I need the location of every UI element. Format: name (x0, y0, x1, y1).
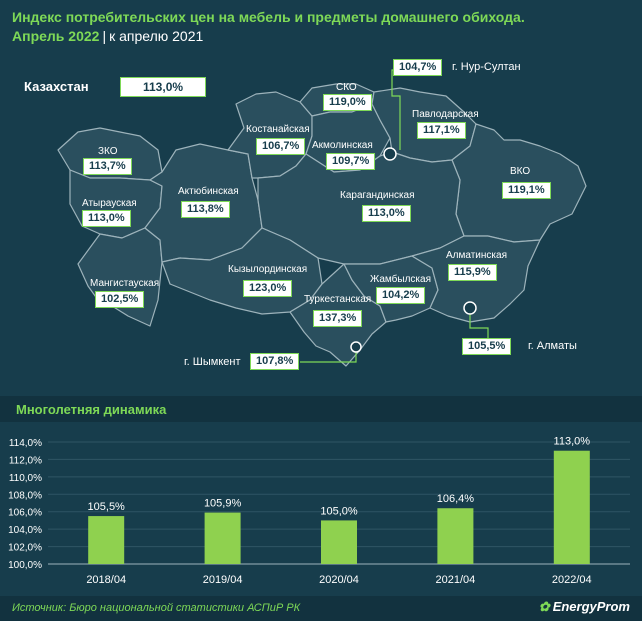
region-value-aktobe: 113,8% (181, 201, 230, 218)
region-label-mangistau: Мангистауская (90, 278, 160, 289)
region-value-vko: 119,1% (502, 182, 551, 199)
bar (437, 508, 474, 564)
source-note: Источник: Бюро национальной статистики А… (12, 602, 301, 614)
region-value-pavlodar: 117,1% (417, 122, 466, 139)
region-label-turkestan: Туркестанская (304, 294, 372, 305)
data-label: 106,4% (437, 493, 475, 505)
region-karaganda (257, 151, 465, 265)
x-tick-label: 2018/04 (86, 574, 126, 586)
bar (321, 520, 357, 564)
region-label-atyrau: Атырауская (82, 198, 137, 209)
page-header: Индекс потребительских цен на мебель и п… (12, 8, 525, 46)
page-title: Индекс потребительских цен на мебель и п… (12, 9, 525, 25)
energyprom-logo-icon: ✿ (538, 599, 550, 614)
region-value-zhambyl: 104,2% (376, 287, 426, 304)
region-label-karaganda: Карагандинская (340, 190, 415, 201)
region-label-aktobe: Актюбинская (178, 186, 239, 197)
period-label: Апрель 2022 (12, 28, 100, 44)
bar (88, 516, 125, 564)
footer-bar (0, 596, 642, 621)
y-tick-label: 106,0% (8, 508, 42, 519)
y-tick-label: 104,0% (8, 525, 42, 536)
city-value-astana: 104,7% (393, 59, 443, 76)
bar (553, 450, 590, 564)
section-title: Многолетняя динамика (16, 402, 167, 417)
separator: | (102, 28, 107, 44)
x-tick-label: 2021/04 (436, 574, 476, 586)
city-label-almaty: г. Алматы (528, 340, 577, 352)
country-label: Казахстан (24, 79, 89, 94)
region-label-pavlodar: Павлодарская (412, 109, 479, 120)
country-value: 113,0% (120, 77, 207, 97)
brand-logo: ✿ EnergyProm (539, 599, 630, 615)
region-value-sko: 119,0% (323, 94, 372, 111)
region-label-sko: СКО (336, 82, 357, 93)
data-label: 113,0% (554, 436, 591, 448)
chart-svg: 100,0% 102,0% 104,0% 106,0% 108,0% 110,0% 112,… (8, 436, 630, 586)
dynamics-chart: 100,0% 102,0% 104,0% 106,0% 108,0% 110,0% 112,… (0, 426, 642, 596)
y-tick-label: 114,0% (9, 438, 42, 449)
region-label-vko: ВКО (510, 166, 531, 177)
region-value-mangistau: 102,5% (95, 291, 145, 308)
region-label-almaty: Алматинская (446, 250, 507, 261)
data-label: 105,5% (88, 501, 126, 513)
y-tick-label: 102,0% (8, 543, 42, 554)
y-tick-label: 110,0% (9, 473, 42, 484)
x-tick-label: 2022/04 (552, 574, 592, 586)
city-label-shymkent: г. Шымкент (184, 356, 241, 368)
region-label-akmola: Акмолинская (312, 140, 373, 151)
bar (204, 512, 241, 564)
region-value-kyzylorda: 123,0% (243, 280, 293, 297)
region-value-karaganda: 113,0% (362, 205, 411, 222)
region-value-atyrau: 113,0% (82, 210, 131, 227)
city-marker-shymkent (350, 341, 362, 353)
page-subtitle: Апрель 2022 | к апрелю 2021 (12, 27, 525, 46)
y-tick-label: 112,0% (9, 455, 42, 466)
data-label: 105,0% (320, 505, 358, 517)
region-value-turkestan: 137,3% (313, 310, 363, 327)
leader-shymkent (300, 350, 357, 363)
city-label-astana: г. Нур-Султан (452, 61, 521, 73)
city-marker-astana (383, 147, 397, 161)
brand-name: EnergyProm (552, 599, 630, 614)
region-value-kostanay: 106,7% (256, 138, 306, 155)
city-value-shymkent: 107,8% (250, 353, 300, 370)
city-marker-almaty (463, 301, 477, 315)
section-bar (0, 396, 642, 422)
city-value-almaty: 105,5% (462, 338, 512, 355)
region-label-zhambyl: Жамбылская (370, 274, 431, 285)
region-label-zko: ЗКО (98, 146, 118, 157)
data-label: 105,9% (204, 498, 242, 510)
y-tick-label: 100,0% (8, 560, 42, 571)
kazakhstan-map: Казахстан 113,0% СКО 119,0% Павлодарская… (0, 48, 642, 388)
region-value-almaty: 115,9% (448, 264, 497, 281)
x-tick-label: 2019/04 (203, 574, 243, 586)
comparison-label: к апрелю 2021 (109, 28, 204, 44)
region-label-kyzylorda: Кызылординская (228, 264, 308, 275)
region-mangistau (77, 227, 163, 327)
y-tick-label: 108,0% (8, 490, 42, 501)
region-value-akmola: 109,7% (326, 153, 376, 170)
region-label-kostanay: Костанайская (246, 124, 310, 135)
region-value-zko: 113,7% (83, 158, 132, 175)
x-tick-label: 2020/04 (319, 574, 359, 586)
